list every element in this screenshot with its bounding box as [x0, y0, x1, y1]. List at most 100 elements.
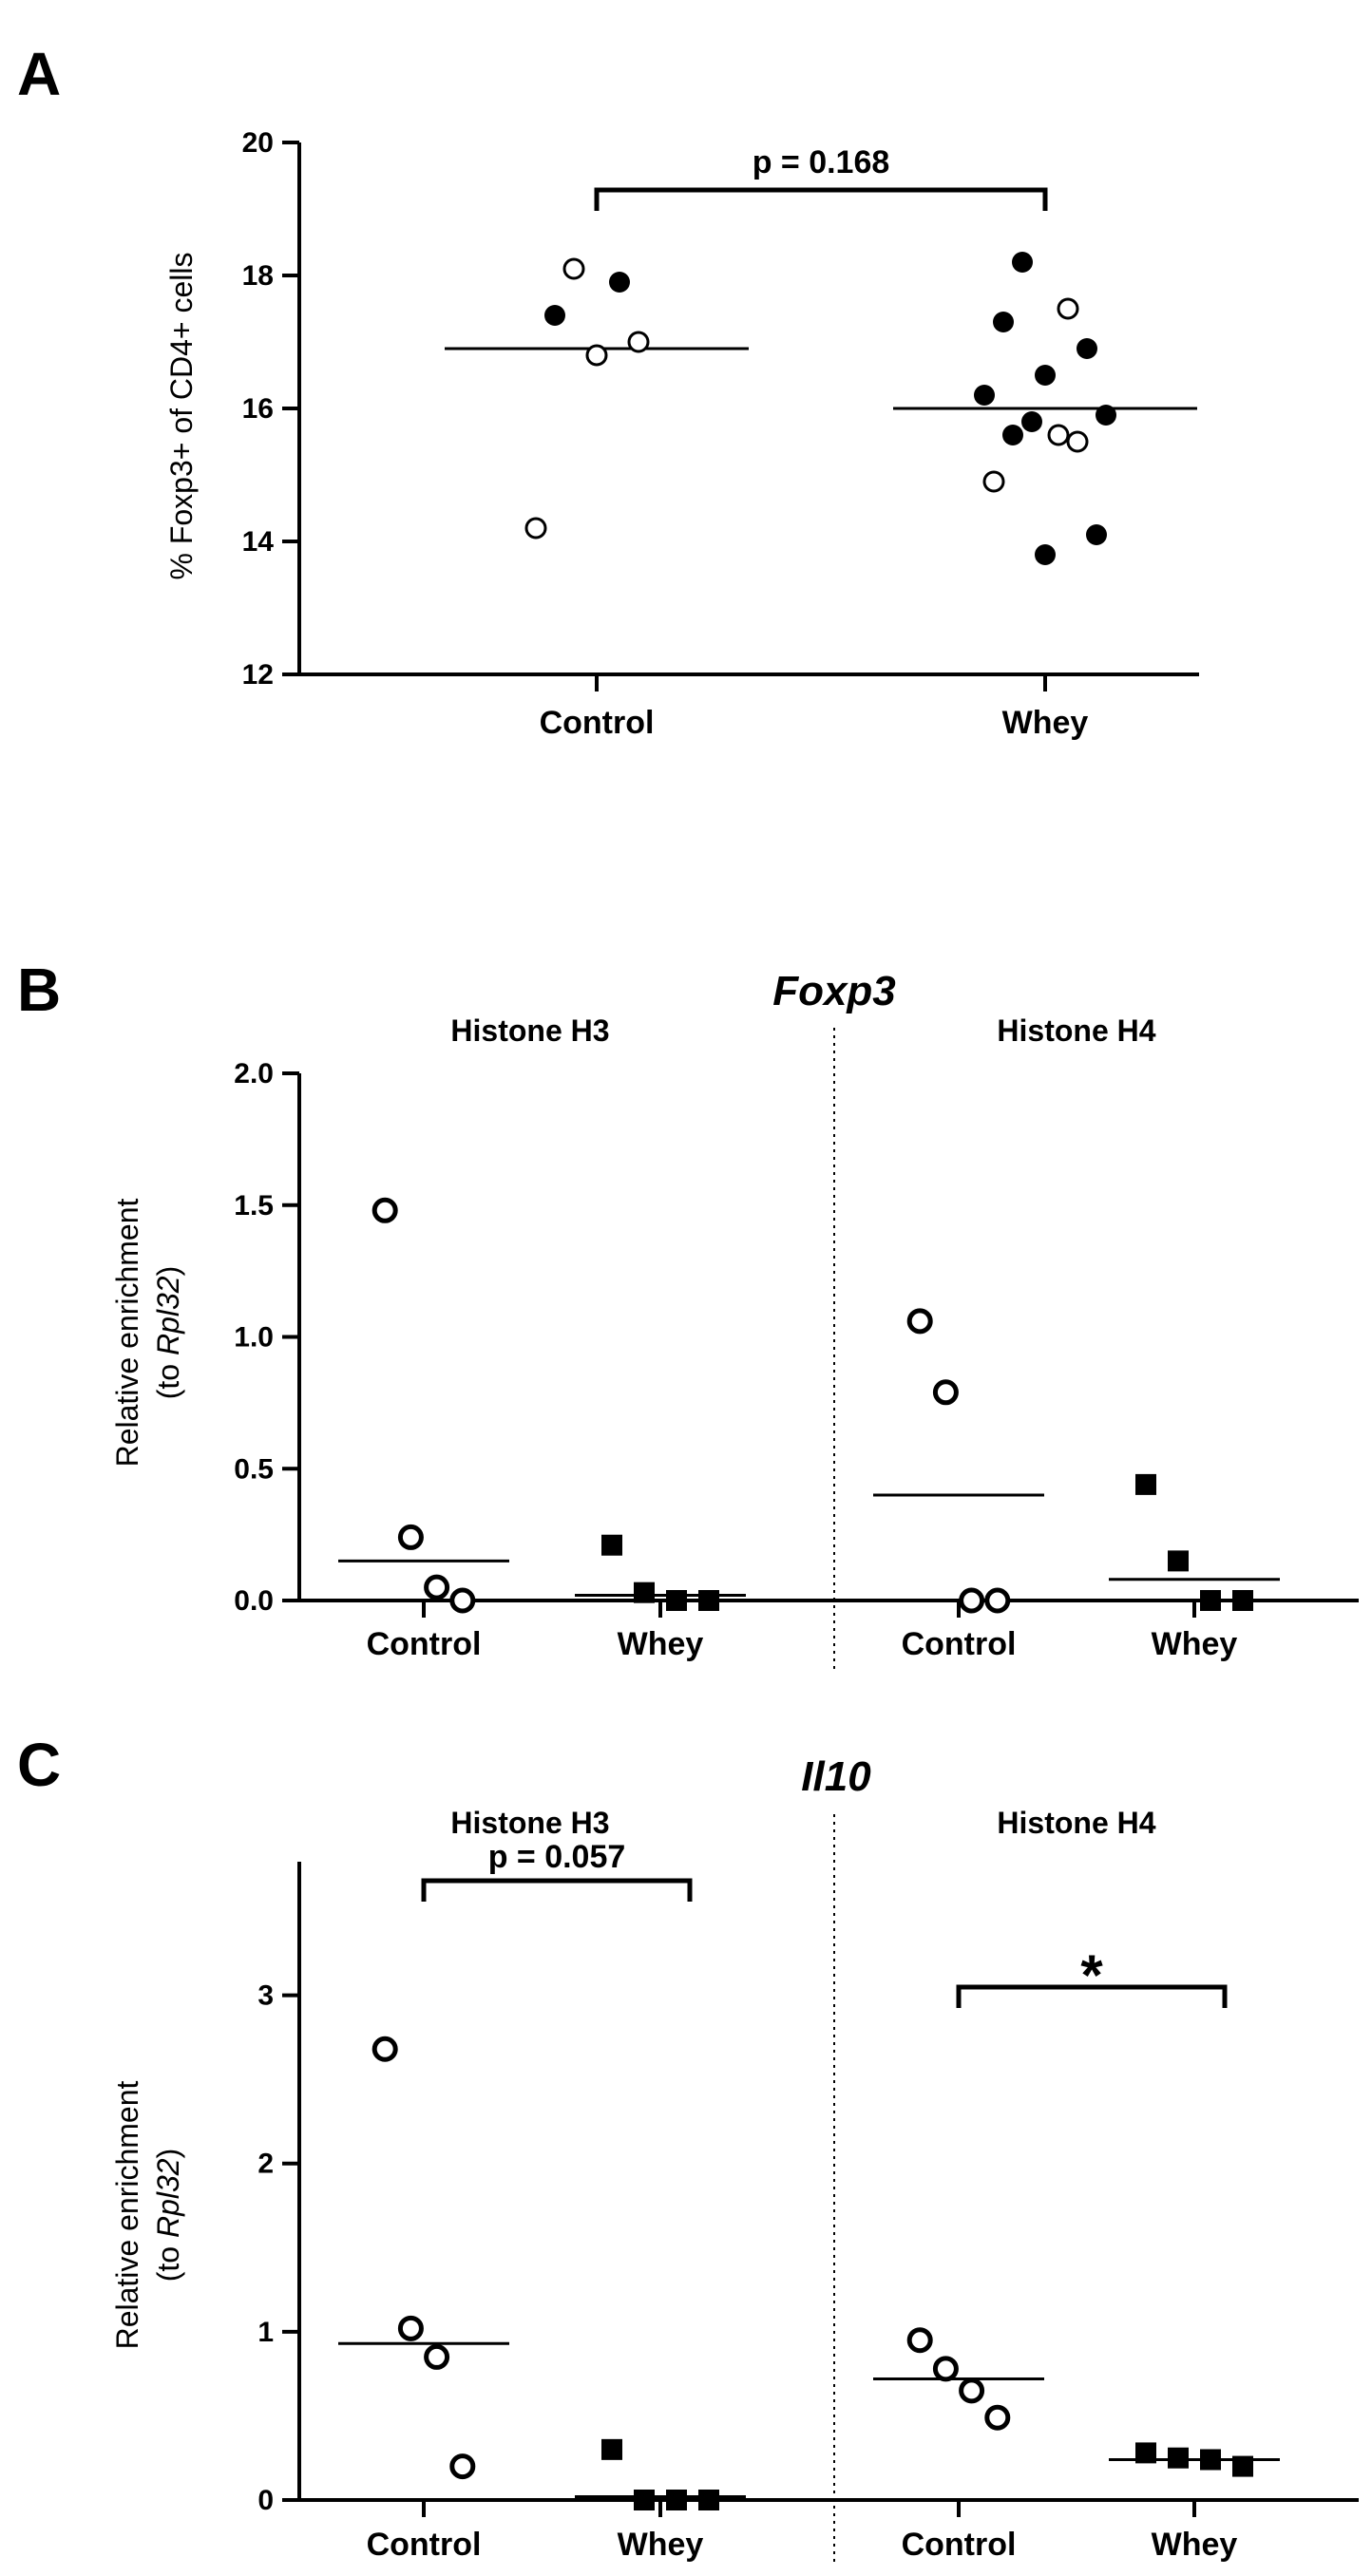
panel-b-letter: B — [17, 956, 61, 1024]
panel-c-point-open-circle — [932, 2356, 959, 2382]
panel-a-point-open — [1057, 297, 1079, 320]
panel-c-y-tick-label: 3 — [257, 1980, 274, 2012]
panel-c-point-filled-square — [698, 2490, 719, 2510]
panel-b-y-tick-label: 1.0 — [234, 1322, 274, 1354]
panel-a-letter: A — [17, 40, 61, 108]
panel-b-x-tick-marks — [422, 1601, 1196, 1618]
panel-a-point-filled — [1012, 252, 1033, 273]
panel-a-point-filled — [1077, 338, 1097, 359]
panel-c-category-label: Control — [902, 2527, 1017, 2563]
panel-b-group-title-h3: Histone H3 — [450, 1013, 609, 1048]
panel-a-category-label: Control — [540, 705, 655, 741]
panel-a-p-value: p = 0.168 — [753, 144, 890, 180]
panel-c-point-open-circle — [984, 2404, 1011, 2431]
panel-c-category-label: Whey — [1152, 2527, 1238, 2563]
panel-a-point-open — [585, 344, 608, 367]
panel-a-y-tick-label: 18 — [242, 260, 274, 292]
panel-b-category-label: Whey — [1152, 1626, 1238, 1662]
panel-a-point-open — [982, 470, 1005, 493]
panel-c-h4-significance-bracket — [956, 1984, 1228, 2008]
panel-b-point-filled-square — [1200, 1590, 1221, 1611]
panel-a-y-tick-label: 20 — [242, 127, 274, 159]
panel-c-group-title-h4: Histone H4 — [997, 1806, 1155, 1840]
panel-c-h3-significance-bracket — [421, 1878, 693, 1902]
panel-b-point-filled-square — [601, 1534, 622, 1556]
panel-a: A % Foxp3+ of CD4+ cells 12 14 16 18 20 Cont… — [17, 40, 1199, 741]
panel-b: B Foxp3 Histone H3 Histone H4 Relative e… — [17, 956, 1359, 1672]
panel-b-point-filled-square — [1232, 1590, 1253, 1611]
panel-c-category-label: Whey — [618, 2527, 704, 2563]
panel-c-gene-title: Il10 — [801, 1753, 871, 1800]
panel-a-point-filled — [1021, 411, 1042, 432]
panel-b-point-filled-square — [698, 1590, 719, 1611]
panel-a-y-axis-title: % Foxp3+ of CD4+ cells — [164, 252, 199, 579]
panel-c-points — [338, 2036, 1280, 2510]
panel-c-y-ticks: 0 1 2 3 — [257, 1980, 299, 2516]
panel-c-point-filled-square — [1232, 2455, 1253, 2477]
panel-b-point-open-circle — [397, 1524, 424, 1550]
panel-c-point-filled-square — [601, 2438, 622, 2460]
panel-c-point-open-circle — [906, 2327, 933, 2354]
panel-c-point-open-circle — [397, 2315, 424, 2341]
panel-b-point-filled-square — [666, 1590, 687, 1611]
panel-b-point-open-circle — [449, 1587, 476, 1614]
panel-b-gene-title: Foxp3 — [772, 968, 896, 1014]
panel-b-point-open-circle — [959, 1587, 985, 1614]
panel-a-point-open — [1066, 430, 1089, 453]
panel-b-point-filled-square — [1168, 1550, 1189, 1572]
panel-c-y-axis-title-line1: Relative enrichment — [110, 2080, 144, 2349]
panel-a-point-open — [627, 331, 650, 353]
panel-b-group-title-h4: Histone H4 — [997, 1013, 1155, 1048]
panel-c-point-open-circle — [424, 2343, 450, 2370]
panel-b-point-filled-square — [634, 1582, 655, 1603]
panel-c-point-open-circle — [449, 2453, 476, 2480]
panel-a-point-filled — [1035, 365, 1056, 386]
panel-b-y-ticks: 0.0 0.5 1.0 1.5 2.0 — [234, 1058, 299, 1617]
panel-c-h4-significance-star: * — [1080, 1943, 1103, 2007]
panel-a-point-filled — [1002, 425, 1023, 445]
panel-a-significance-bracket — [594, 187, 1048, 211]
panel-b-point-open-circle — [984, 1587, 1011, 1614]
panel-b-y-tick-label: 0.5 — [234, 1453, 274, 1485]
panel-b-category-label: Whey — [618, 1626, 704, 1662]
panel-b-y-tick-label: 2.0 — [234, 1058, 274, 1089]
panel-c-group-title-h3: Histone H3 — [450, 1806, 609, 1840]
panel-a-point-filled — [544, 305, 565, 326]
panel-a-y-ticks: 12 14 16 18 20 — [242, 127, 299, 691]
panel-c: C Il10 Histone H3 Histone H4 Relative en… — [17, 1731, 1359, 2565]
panel-b-point-open-circle — [372, 1197, 398, 1223]
panel-c-y-tick-label: 2 — [257, 2149, 274, 2180]
panel-b-y-axis-title-line2: (to Rpl32) — [151, 1266, 185, 1400]
panel-c-category-label: Control — [367, 2527, 482, 2563]
panel-c-point-filled-square — [1168, 2447, 1189, 2469]
panel-b-points — [338, 1197, 1280, 1614]
panel-b-point-open-circle — [906, 1308, 933, 1335]
panel-c-y-tick-label: 1 — [257, 2317, 274, 2348]
panel-a-y-tick-label: 16 — [242, 393, 274, 425]
panel-a-y-tick-label: 14 — [242, 526, 275, 558]
panel-c-point-filled-square — [666, 2490, 687, 2510]
panel-b-y-tick-label: 1.5 — [234, 1190, 274, 1222]
panel-a-point-open — [524, 517, 547, 540]
panel-c-point-filled-square — [1135, 2442, 1156, 2464]
panel-b-y-tick-label: 0.0 — [234, 1585, 274, 1617]
panel-b-category-label: Control — [902, 1626, 1017, 1662]
panel-a-category-label: Whey — [1002, 705, 1089, 741]
panel-b-point-open-circle — [932, 1379, 959, 1406]
panel-c-point-open-circle — [372, 2036, 398, 2062]
panel-b-category-label: Control — [367, 1626, 482, 1662]
panel-a-point-open — [562, 257, 585, 280]
panel-c-point-filled-square — [1200, 2449, 1221, 2471]
panel-b-y-axis-title-line1: Relative enrichment — [110, 1198, 144, 1467]
panel-c-h3-p-value: p = 0.057 — [488, 1839, 626, 1875]
panel-a-point-filled — [974, 385, 995, 406]
panel-c-point-filled-square — [634, 2490, 655, 2510]
panel-c-point-open-circle — [959, 2377, 985, 2404]
panel-c-y-axis-title-line2: (to Rpl32) — [151, 2149, 185, 2282]
panel-a-point-filled — [1096, 405, 1116, 426]
panel-a-y-tick-label: 12 — [242, 659, 274, 691]
panel-a-point-filled — [993, 312, 1014, 332]
panel-a-point-filled — [1035, 544, 1056, 565]
